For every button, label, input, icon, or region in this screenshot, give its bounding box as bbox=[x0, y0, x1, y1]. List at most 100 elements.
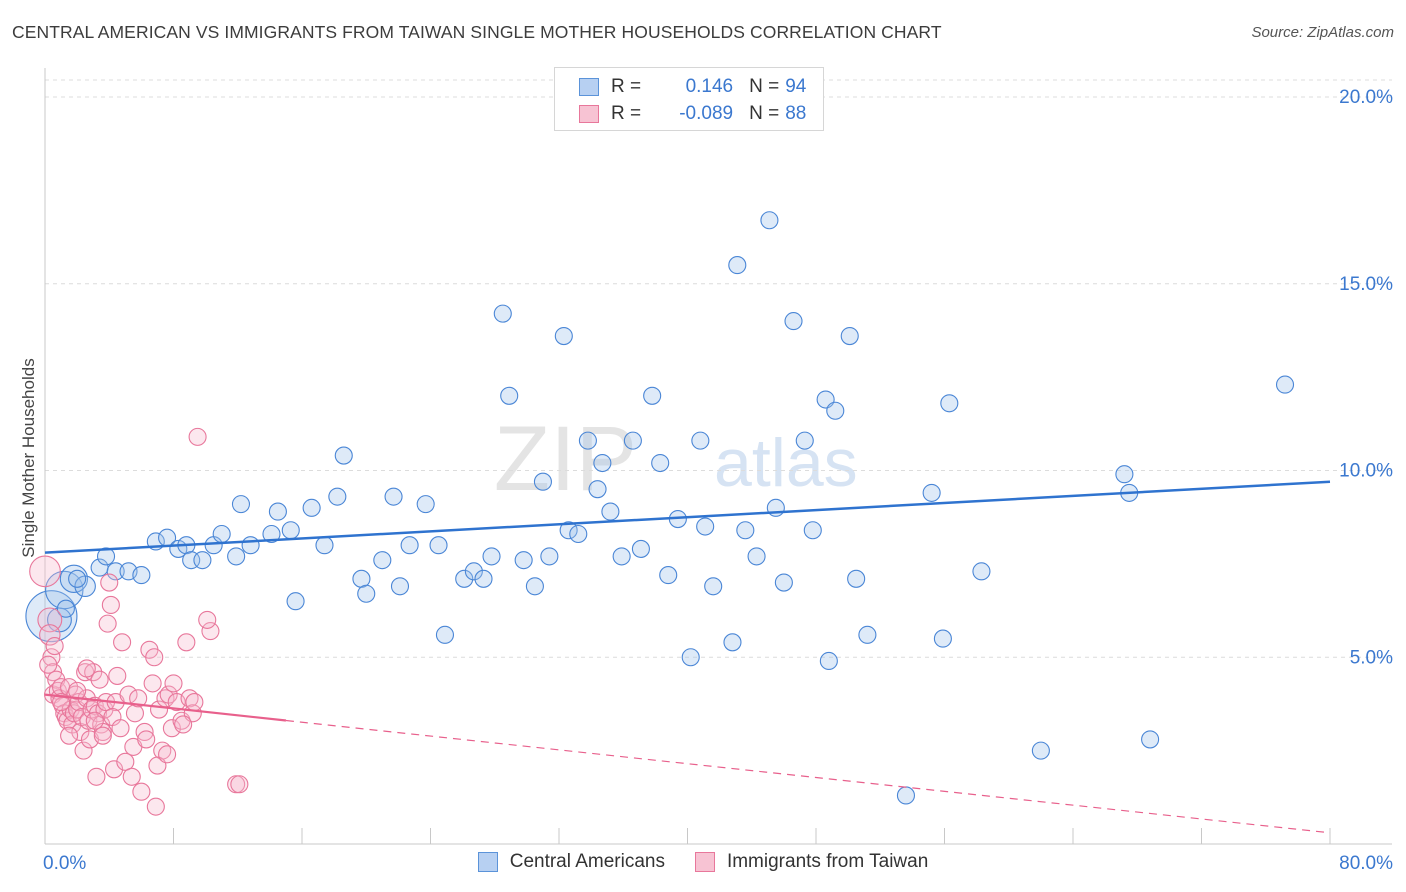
central-american-point bbox=[352, 569, 371, 588]
taiwan-immigrant-point bbox=[100, 573, 119, 592]
taiwan-immigrant-point bbox=[177, 633, 196, 652]
central-american-point bbox=[268, 502, 287, 521]
taiwan-immigrant-point bbox=[143, 674, 162, 693]
central-american-point bbox=[559, 521, 578, 540]
central-american-point bbox=[474, 569, 493, 588]
central-american-point bbox=[212, 524, 231, 544]
central-american-point bbox=[334, 446, 353, 465]
legend-swatch-blue bbox=[477, 852, 498, 872]
central-american-point bbox=[819, 651, 838, 671]
taiwan-immigrant-point bbox=[116, 752, 135, 771]
central-american-point bbox=[601, 502, 620, 521]
central-american-point bbox=[736, 521, 755, 540]
taiwan-immigrant-point bbox=[137, 730, 156, 749]
central-american-point bbox=[286, 592, 305, 611]
central-american-point bbox=[262, 524, 281, 544]
taiwan-immigrant-point bbox=[74, 741, 93, 760]
taiwan-immigrant-point bbox=[201, 622, 220, 641]
source-credit: Source: ZipAtlas.com bbox=[1251, 24, 1394, 41]
tick-labels: 5.0% 10.0% 15.0% 20.0% 0.0% 80.0% bbox=[43, 87, 1393, 874]
central-american-point bbox=[281, 521, 300, 540]
central-american-point bbox=[533, 472, 552, 491]
taiwan-immigrant-point bbox=[93, 726, 112, 745]
central-american-point bbox=[56, 599, 75, 618]
taiwan-immigrant-point bbox=[174, 715, 193, 734]
central-american-point bbox=[643, 386, 662, 405]
central-american-point bbox=[681, 648, 700, 667]
central-american-point bbox=[972, 562, 991, 581]
x-tick-label: 0.0% bbox=[43, 853, 86, 874]
central-american-point bbox=[435, 625, 455, 644]
taiwan-immigrant-point bbox=[125, 704, 144, 723]
legend-r-value: 0.146 bbox=[685, 76, 734, 97]
y-tick-label: 20.0% bbox=[1339, 87, 1393, 108]
central-american-point bbox=[357, 584, 376, 603]
series-legend: Central Americans Immigrants from Taiwan bbox=[0, 851, 1406, 873]
taiwan-immigrant-point bbox=[132, 782, 151, 801]
central-american-point bbox=[588, 480, 607, 499]
chart-title: CENTRAL AMERICAN VS IMMIGRANTS FROM TAIW… bbox=[12, 22, 942, 42]
central-american-point bbox=[747, 547, 766, 566]
legend-row-taiwan-immigrants: R = -0.089 N = 88 bbox=[579, 101, 806, 127]
central-american-point bbox=[96, 547, 116, 566]
central-american-point bbox=[826, 401, 845, 420]
central-american-point bbox=[691, 431, 710, 450]
taiwan-immigrant-point bbox=[185, 693, 204, 712]
central-american-point bbox=[193, 551, 212, 570]
central-american-point bbox=[696, 517, 715, 536]
taiwan-immigrant-point bbox=[135, 722, 154, 742]
taiwan-immigrant-point bbox=[108, 666, 127, 685]
legend-r-value: -0.089 bbox=[679, 103, 734, 124]
central-american-point bbox=[429, 536, 448, 555]
central-american-point bbox=[302, 498, 321, 517]
legend-swatch-pink bbox=[694, 852, 715, 872]
central-american-point bbox=[525, 577, 544, 596]
taiwan-immigrants-points bbox=[29, 427, 249, 816]
taiwan-immigrant-point bbox=[105, 760, 124, 779]
central-american-point bbox=[493, 304, 512, 323]
taiwan-immigrant-point bbox=[164, 674, 183, 693]
taiwan-immigrant-point bbox=[162, 719, 181, 738]
taiwan-immigrant-point bbox=[29, 555, 61, 588]
central-american-point bbox=[482, 547, 501, 566]
taiwan-immigrant-point bbox=[87, 767, 106, 786]
taiwan-immigrant-point bbox=[60, 726, 79, 745]
central-american-point bbox=[578, 431, 597, 450]
legend-label: Central Americans bbox=[509, 851, 665, 872]
central-american-point bbox=[774, 573, 793, 592]
central-american-point bbox=[612, 547, 631, 566]
central-american-point bbox=[1141, 730, 1160, 749]
taiwan-trend-line-dashed bbox=[285, 719, 1331, 834]
taiwan-immigrant-point bbox=[149, 700, 169, 719]
y-tick-label: 15.0% bbox=[1339, 274, 1393, 295]
central-american-point bbox=[659, 566, 678, 585]
legend-n-label: N = bbox=[749, 103, 780, 124]
legend-swatch-pink bbox=[579, 105, 599, 123]
central-american-point bbox=[1275, 375, 1295, 394]
taiwan-immigrant-point bbox=[111, 719, 130, 738]
central-american-point bbox=[227, 547, 246, 566]
legend-n-value: 88 bbox=[785, 103, 807, 124]
central-american-point bbox=[540, 547, 559, 566]
legend-r-label: R = bbox=[611, 103, 642, 124]
central-american-point bbox=[728, 256, 747, 275]
central-americans-trend-line bbox=[44, 480, 1331, 554]
legend-item-taiwan-immigrants[interactable]: Immigrants from Taiwan bbox=[694, 851, 929, 873]
central-american-point bbox=[569, 524, 588, 544]
y-tick-label: 5.0% bbox=[1350, 647, 1393, 668]
central-american-point bbox=[760, 211, 779, 230]
central-american-point bbox=[68, 569, 87, 588]
central-american-point bbox=[593, 453, 612, 473]
legend-item-central-americans[interactable]: Central Americans bbox=[477, 851, 665, 873]
legend-n-value: 94 bbox=[785, 76, 807, 97]
gridlines bbox=[45, 79, 1392, 658]
legend-label: Immigrants from Taiwan bbox=[726, 851, 929, 872]
central-american-point bbox=[464, 562, 483, 581]
central-american-point bbox=[803, 521, 822, 540]
central-american-point bbox=[795, 431, 814, 450]
taiwan-immigrant-point bbox=[101, 595, 120, 615]
central-american-point bbox=[940, 394, 959, 413]
trend-lines bbox=[44, 480, 1331, 834]
central-american-point bbox=[651, 453, 670, 473]
